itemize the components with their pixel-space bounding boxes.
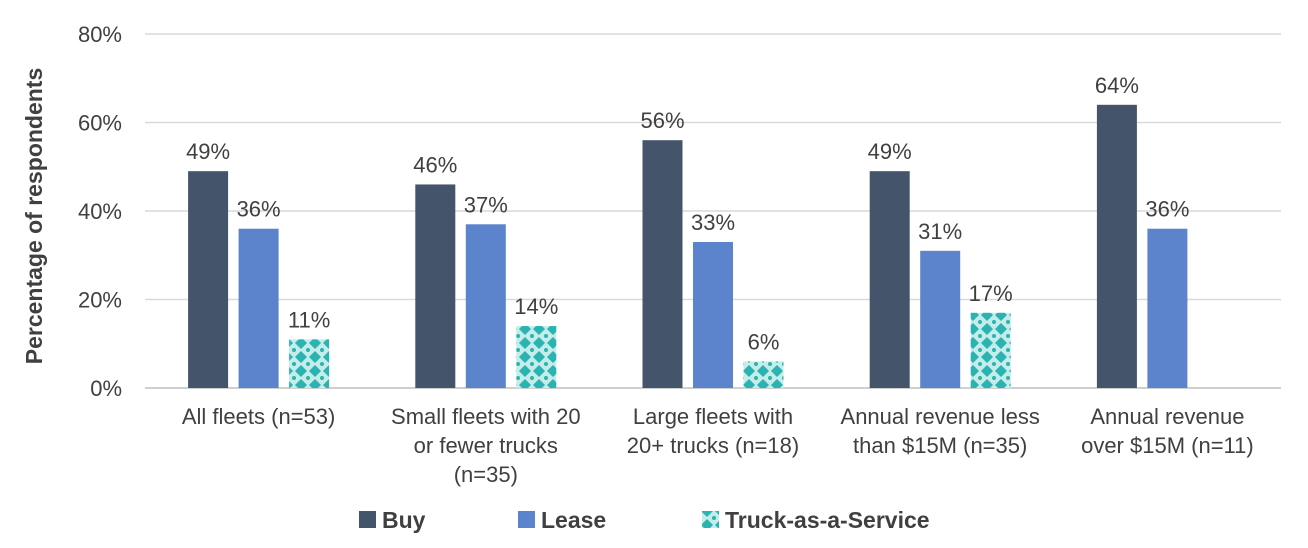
category-label: (n=35) [454,462,518,487]
data-label: 64% [1095,73,1139,98]
bar-lease [693,241,733,388]
bar-buy [642,140,683,388]
bar-lease [465,224,506,388]
legend-swatch [359,511,376,528]
bar-buy [869,171,910,388]
gridlines [145,33,1281,389]
data-label: 14% [514,294,558,319]
data-label: 49% [868,139,912,164]
category-label: than $15M (n=35) [853,433,1027,458]
legend-swatch [702,511,719,528]
legend-label: Buy [382,507,426,533]
bar-truck-as-a-service [516,326,557,388]
y-tick-label: 60% [78,111,122,136]
data-label: 31% [918,219,962,244]
data-label: 49% [186,139,230,164]
bar-lease [238,228,279,388]
y-tick-label: 80% [78,22,122,47]
bar-truck-as-a-service [743,361,784,388]
category-label: Annual revenue [1090,404,1244,429]
bar-truck-as-a-service [970,312,1011,388]
legend-label: Lease [541,507,606,533]
y-axis-title: Percentage of respondents [21,68,47,365]
category-label: Large fleets with [633,404,793,429]
data-label: 46% [413,152,457,177]
data-label: 36% [1145,197,1189,222]
data-label: 36% [237,197,281,222]
data-label: 11% [288,307,330,332]
x-axis-categories: All fleets (n=53) Small fleets with 20 or … [182,404,1254,487]
y-tick-label: 0% [90,376,122,401]
legend-swatch [518,511,535,528]
data-label: 6% [748,329,780,354]
data-label: 56% [640,108,684,133]
y-tick-label: 20% [78,288,122,313]
bar-buy [1096,104,1137,389]
legend-label: Truck-as-a-Service [725,507,930,533]
category-label: Annual revenue less [841,404,1040,429]
category-label: over $15M (n=11) [1081,433,1254,458]
category-label: Small fleets with 20 [391,404,581,429]
data-labels: 49% 36% 11% 46% 37% 14% 56% 33% 6% 49% 31% 17% 64% 36… [186,73,1189,355]
y-axis-ticks: 0% 20% 40% 60% 80% [78,22,122,401]
bar-lease [1147,228,1188,388]
bar-lease [920,250,961,388]
bars [188,104,1188,389]
bar-truck-as-a-service [289,339,330,388]
data-label: 17% [969,281,1013,306]
bar-buy [415,184,456,388]
category-label: All fleets (n=53) [182,404,335,429]
data-label: 37% [464,192,508,217]
data-label: 33% [691,210,735,235]
legend: Buy Lease Truck-as-a-Service [359,507,930,533]
category-label: 20+ trucks (n=18) [627,433,799,458]
y-tick-label: 40% [78,199,122,224]
bar-buy [188,171,229,388]
category-label: or fewer trucks [414,433,558,458]
